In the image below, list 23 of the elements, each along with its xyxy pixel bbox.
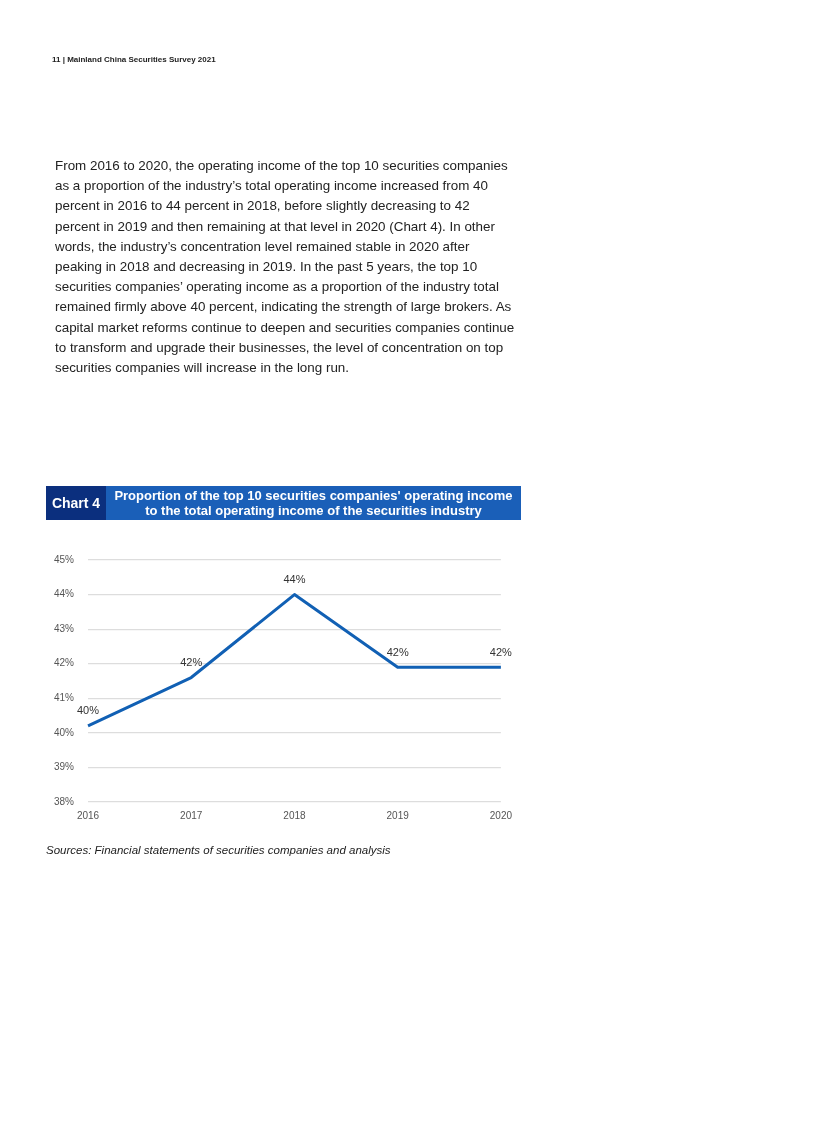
data-label: 40% (77, 704, 100, 717)
x-tick-label: 2019 (386, 809, 410, 821)
data-label: 42% (180, 656, 203, 669)
chart-title: Proportion of the top 10 securities companies' operating income to the total operating income of the securities industry (106, 486, 521, 520)
y-tick-label: 41% (54, 692, 75, 704)
text: 11 | Mainland China Securities Survey 2021 (52, 55, 216, 64)
chart-subtitle: Chart 4 (46, 486, 106, 520)
y-tick-label: 43% (54, 622, 75, 634)
x-tick-label: 2016 (76, 809, 100, 821)
source-note: Sources: Financial statements of securities companies and analysis (46, 844, 391, 856)
data-label: 42% (489, 645, 513, 658)
text: From 2016 to 2020, the operating income of the top 10 securities companies as a proportion of the industry’s total operating income increased from 40 percent in 2016 to 44 percent in 2018, before slightly decreasing to 42 percent in 2019 and then remaining at that level in 2020 (Chart 4). In other words, the industry’s concentration level remained stable in 2020 after peaking in 2018 and decreasing in 2019. In the past 5 years, the top 10 securities companies’ operating income as a proportion of the industry total remained firmly above 40 percent, indicating the strength of large brokers. As capital market reforms continue to deepen and securities companies continue to transform and upgrade their businesses, the level of concentration on top securities companies will increase in the long run. (55, 158, 515, 376)
y-tick-label: 42% (54, 657, 75, 669)
y-tick-label: 40% (54, 726, 75, 738)
y-tick-label: 39% (54, 761, 75, 773)
y-tick-label: 44% (54, 588, 75, 600)
x-tick-label: 2017 (180, 809, 203, 821)
data-label: 42% (386, 645, 409, 658)
y-tick-label: 45% (54, 553, 75, 565)
x-tick-label: 2018 (283, 809, 307, 821)
data-label: 44% (283, 573, 306, 586)
y-tick-label: 38% (54, 795, 75, 807)
x-tick-label: 2020 (489, 809, 513, 821)
